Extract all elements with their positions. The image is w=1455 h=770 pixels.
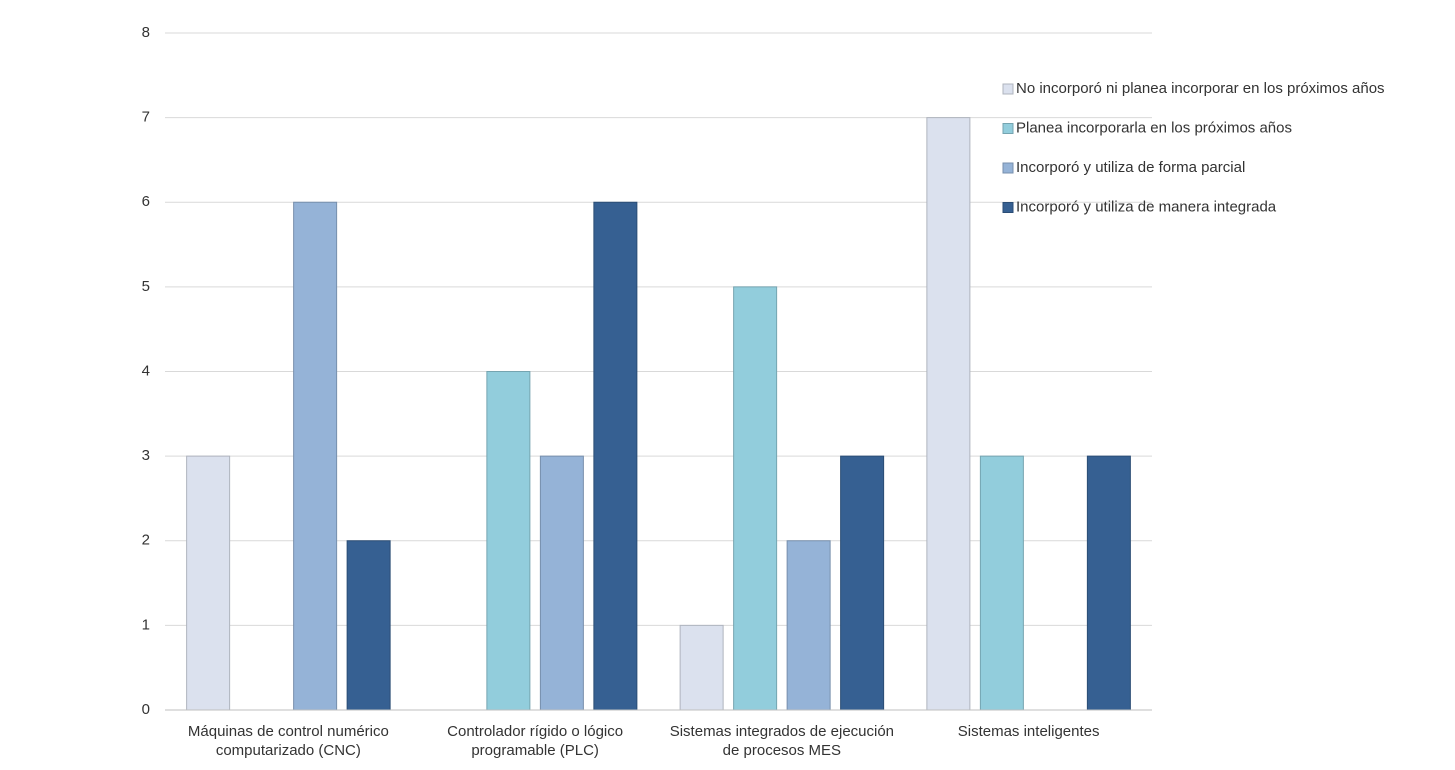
bar <box>679 624 724 711</box>
bar <box>979 455 1024 711</box>
legend-label: No incorporó ni planea incorporar en los… <box>1016 80 1385 97</box>
y-tick-label: 7 <box>142 109 150 126</box>
bar <box>293 201 338 711</box>
bar <box>1086 455 1131 711</box>
bar <box>786 540 831 711</box>
y-tick-label: 0 <box>142 701 150 718</box>
bar <box>186 455 231 711</box>
y-tick-label: 6 <box>142 193 150 210</box>
y-tick-label: 1 <box>142 616 150 633</box>
legend-swatch <box>1002 83 1014 95</box>
x-tick-label: Máquinas de control numérico computariza… <box>187 723 389 759</box>
legend-label: Incorporó y utiliza de manera integrada <box>1016 198 1277 215</box>
legend-label: Planea incorporarla en los próximos años <box>1016 119 1292 136</box>
bar <box>593 201 638 711</box>
legend-label: Incorporó y utiliza de forma parcial <box>1016 159 1245 176</box>
legend-swatch <box>1002 123 1014 134</box>
x-tick-label: Sistemas integrados de ejecución de proc… <box>669 723 895 759</box>
y-tick-label: 8 <box>142 24 150 41</box>
bar <box>486 371 531 711</box>
legend-swatch <box>1002 162 1014 174</box>
bar <box>840 455 885 711</box>
y-tick-label: 2 <box>142 532 150 549</box>
bar <box>733 286 778 711</box>
y-tick-label: 5 <box>142 278 150 295</box>
x-tick-label: Sistemas inteligentes <box>957 723 1100 740</box>
y-tick-label: 4 <box>142 362 150 379</box>
legend-swatch <box>1002 202 1014 213</box>
x-tick-label: Controlador rígido o lógico programable … <box>447 723 624 759</box>
bar <box>539 455 584 711</box>
y-tick-label: 3 <box>142 447 150 464</box>
bar <box>926 117 971 711</box>
bar <box>346 540 391 711</box>
